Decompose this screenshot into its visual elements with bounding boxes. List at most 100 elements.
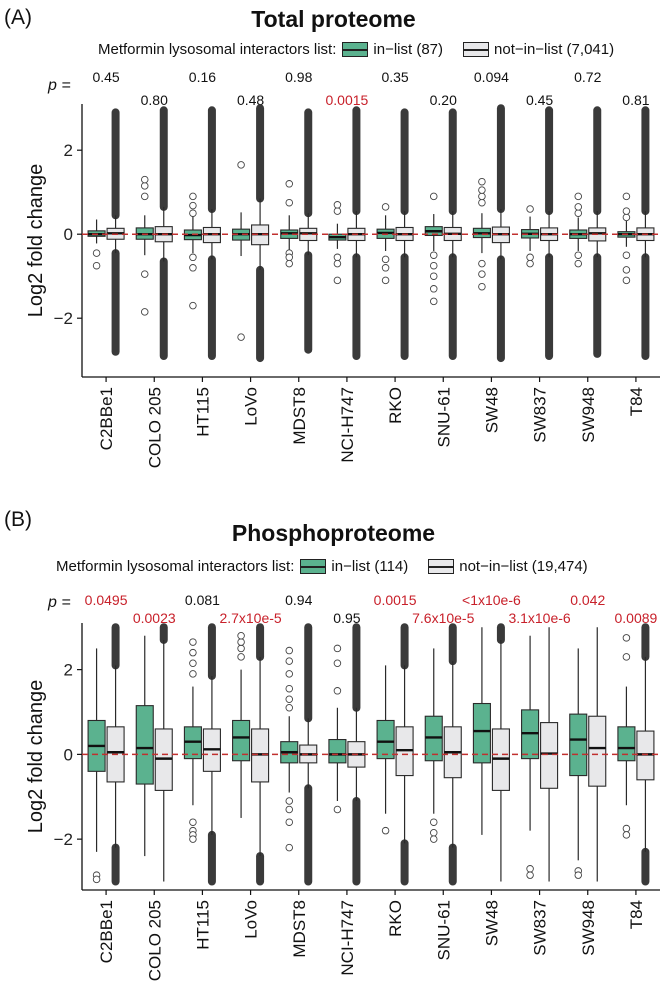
- box-not-in-list: [395, 623, 414, 886]
- outlier-point: [478, 198, 486, 207]
- chart-title: Phosphoproteome: [231, 520, 436, 546]
- outlier-point: [526, 205, 534, 213]
- outlier-point: [622, 653, 631, 661]
- category-group: T84: [617, 623, 655, 929]
- x-tick-label: C2BBe1: [97, 387, 116, 450]
- p-value-label: 0.95: [333, 610, 360, 626]
- outlier-point: [526, 259, 534, 268]
- outlier-point: [237, 644, 245, 653]
- category-group: SNU-61: [424, 108, 462, 447]
- outlier-point: [237, 653, 245, 661]
- outlier-point: [237, 638, 245, 646]
- x-tick-label: T84: [627, 387, 646, 416]
- category-group: COLO 205: [135, 623, 173, 981]
- plot-area: C2BBe1 COLO 205 HT115 LoVo MDST8 NCI-H747 RKO S…: [87, 104, 655, 468]
- outlier-point: [381, 264, 390, 272]
- outlier-point: [381, 276, 390, 285]
- box-in-list: [232, 161, 251, 341]
- box-in-list: [424, 648, 443, 843]
- category-group: SW948: [569, 106, 607, 443]
- box-not-in-list: [202, 106, 221, 360]
- box-in-list: [328, 201, 347, 285]
- y-tick-label: 0: [64, 225, 73, 244]
- outlier-point: [333, 201, 342, 209]
- x-tick-label: LoVo: [242, 387, 261, 426]
- outlier-point: [478, 186, 486, 194]
- p-value-label: 2.7x10e-5: [219, 610, 281, 626]
- box-not-in-list: [443, 623, 462, 886]
- category-group: NCI-H747: [328, 106, 366, 463]
- outlier-point: [478, 259, 486, 268]
- outlier-point: [430, 192, 438, 201]
- panel-label: (B): [4, 508, 32, 531]
- outlier-point: [189, 201, 197, 210]
- p-value-label: 0.80: [141, 92, 168, 108]
- outlier-point: [140, 270, 149, 278]
- outlier-point: [430, 829, 438, 837]
- outlier-point: [285, 670, 294, 678]
- panel-label: (A): [4, 6, 32, 29]
- outlier-point: [381, 255, 390, 264]
- box: [328, 738, 347, 764]
- outlier-point: [430, 261, 438, 270]
- outlier-point: [189, 835, 197, 843]
- box-not-in-list: [491, 104, 510, 363]
- legend-label-in-list: in−list (114): [331, 558, 409, 575]
- x-tick-label: SW948: [579, 387, 598, 443]
- outlier-point: [478, 192, 486, 201]
- x-tick-label: SW48: [482, 900, 501, 946]
- x-tick-label: HT115: [193, 900, 212, 950]
- outlier-point: [285, 704, 294, 712]
- p-value-label: 0.45: [526, 92, 553, 108]
- outlier-point: [92, 875, 101, 884]
- box-in-list: [569, 192, 588, 268]
- box-not-in-list: [106, 108, 125, 356]
- y-tick-label: 2: [64, 141, 73, 160]
- box-not-in-list: [540, 627, 559, 882]
- category-group: T84: [617, 106, 655, 416]
- outlier-point: [140, 175, 149, 184]
- legend-label-not-in-list: not−in−list (19,474): [459, 558, 588, 575]
- category-group: RKO: [376, 623, 414, 937]
- category-group: C2BBe1: [87, 623, 125, 963]
- outlier-point: [478, 282, 486, 291]
- outlier-point: [622, 207, 631, 215]
- category-group: SW948: [569, 627, 607, 956]
- outlier-point: [285, 198, 294, 207]
- outlier-point: [237, 333, 245, 341]
- p-value-label: 0.81: [622, 92, 649, 108]
- box-not-in-list: [540, 106, 559, 360]
- outlier-point: [622, 213, 631, 222]
- x-tick-label: SNU-61: [434, 900, 453, 960]
- box: [232, 719, 251, 762]
- outlier-point: [622, 634, 631, 642]
- box-in-list: [135, 175, 154, 316]
- panel-phosphoproteome: (B) Phosphoproteome Metformin lysosomal …: [0, 500, 667, 1001]
- p-value-label: 0.94: [285, 592, 312, 608]
- outlier-point: [574, 203, 583, 211]
- outlier-point: [333, 659, 342, 668]
- box-in-list: [376, 665, 395, 835]
- p-value-label: 0.0089: [615, 610, 658, 626]
- box-not-in-list: [154, 106, 173, 360]
- p-value-label: 0.45: [92, 69, 119, 85]
- outlier-point: [189, 659, 197, 668]
- category-group: MDST8: [280, 623, 318, 958]
- outlier-point: [189, 264, 197, 272]
- x-tick-label: LoVo: [242, 900, 261, 939]
- p-value-prefix: p =: [48, 594, 71, 611]
- x-tick-label: SNU-61: [434, 387, 453, 447]
- outlier-point: [237, 631, 245, 640]
- y-tick-label: 0: [64, 745, 73, 764]
- category-group: HT115: [183, 106, 221, 437]
- p-value-label: <1x10e-6: [462, 592, 521, 608]
- p-value-label: 0.0023: [133, 610, 176, 626]
- box-in-list: [617, 192, 636, 285]
- category-group: LoVo: [232, 623, 270, 939]
- x-tick-label: C2BBe1: [97, 900, 116, 963]
- p-value-label: 0.042: [570, 592, 605, 608]
- x-tick-label: SW48: [482, 387, 501, 433]
- outlier-point: [526, 253, 534, 262]
- outlier-point: [189, 670, 197, 678]
- box-in-list: [280, 646, 299, 852]
